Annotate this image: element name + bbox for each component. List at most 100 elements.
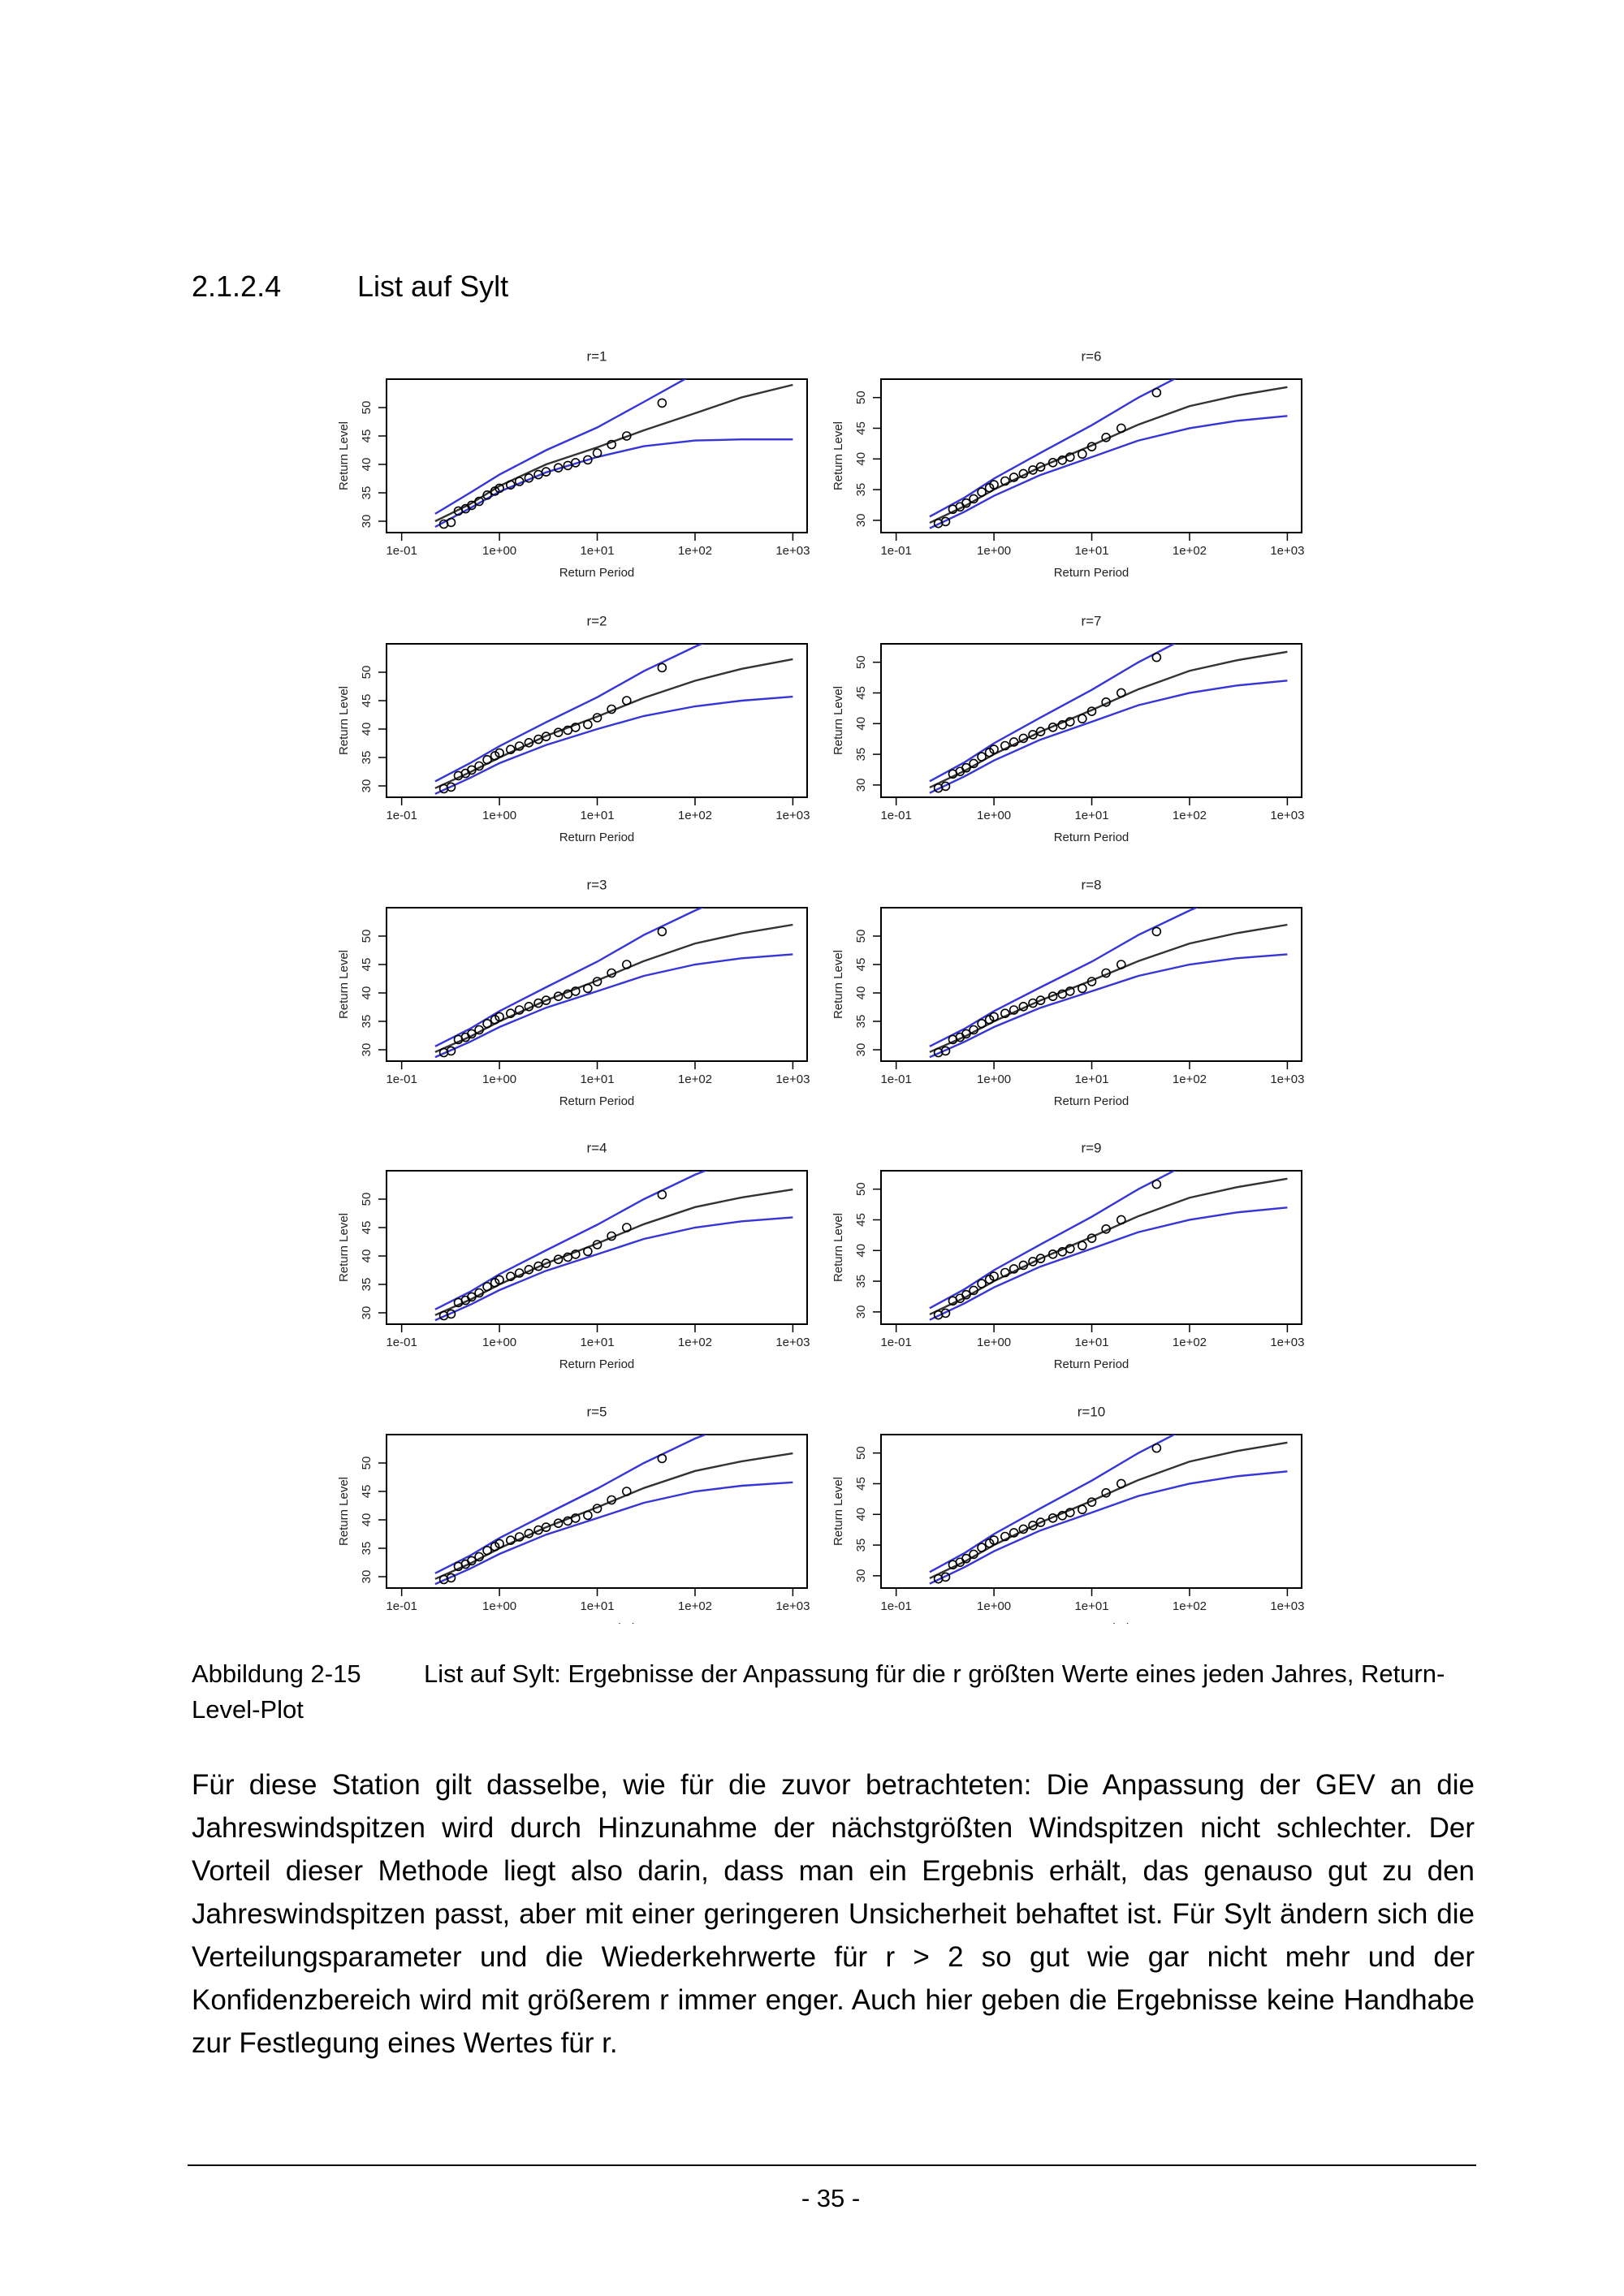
chart: r=4 1e-01 1e+00 1e+01 1e+02 1e+03 30 35 40 45 50 Re…	[337, 1140, 810, 1370]
x-axis-label: Return Period	[559, 1094, 635, 1108]
data-point	[495, 748, 504, 758]
series-line	[929, 953, 1288, 1059]
x-tick-label: 1e+03	[775, 1599, 810, 1613]
data-point	[961, 1289, 971, 1300]
data-point	[592, 977, 603, 986]
y-tick-label: 30	[854, 1569, 868, 1583]
data-point	[1035, 1517, 1046, 1527]
data-point	[1047, 1249, 1058, 1259]
y-tick-label: 30	[854, 1306, 868, 1319]
x-tick-label: 1e+03	[1270, 1072, 1304, 1086]
x-tick-label: 1e+03	[775, 809, 810, 822]
x-tick-label: 1e+00	[977, 809, 1011, 822]
data-point	[1116, 688, 1126, 698]
x-tick-label: 1e+03	[1270, 809, 1304, 822]
data-point	[1101, 697, 1111, 707]
series-line	[434, 1171, 708, 1310]
data-point	[1101, 1488, 1111, 1498]
series-line	[929, 1171, 1177, 1310]
y-axis-label: Return Level	[831, 686, 845, 755]
data-point	[524, 473, 534, 483]
data-point	[1018, 1524, 1029, 1534]
plot-area	[434, 644, 793, 795]
data-point	[1028, 730, 1038, 740]
caption-label: Abbildung 2-15	[192, 1659, 361, 1688]
data-point	[940, 781, 951, 792]
series-line	[929, 644, 1177, 783]
data-point	[541, 467, 551, 477]
data-point	[1078, 983, 1087, 994]
data-point	[607, 439, 616, 450]
y-tick-label: 40	[360, 986, 374, 1000]
y-axis-label: Return Level	[337, 950, 351, 1019]
x-tick-label: 1e+01	[1074, 544, 1108, 558]
data-point	[482, 1282, 492, 1292]
data-point	[524, 1002, 534, 1012]
series-line	[434, 383, 793, 523]
series-line	[434, 1216, 793, 1322]
data-point	[541, 995, 551, 1005]
series-line	[929, 379, 1177, 518]
data-point	[1018, 1002, 1029, 1012]
data-point	[553, 991, 564, 1001]
figure: r=1 1e-01 1e+00 1e+01 1e+02 1e+03 30 35 40 45 50 Re…	[337, 348, 1305, 1624]
data-point	[474, 496, 484, 507]
y-tick-label: 45	[854, 1213, 868, 1227]
chart-title: r=9	[1081, 1140, 1101, 1155]
data-point	[977, 1019, 987, 1029]
y-tick-label: 35	[360, 486, 374, 500]
x-tick-label: 1e+02	[678, 1599, 712, 1613]
y-tick-label: 40	[854, 1244, 868, 1258]
data-point	[1047, 991, 1058, 1001]
data-point	[977, 487, 987, 497]
x-tick-label: 1e-01	[386, 1336, 417, 1349]
y-tick-label: 35	[854, 1539, 868, 1552]
data-point	[474, 1025, 484, 1035]
data-point	[541, 732, 551, 741]
data-point	[621, 431, 632, 441]
data-point	[541, 1522, 551, 1532]
y-tick-label: 30	[360, 779, 374, 793]
x-tick-label: 1e+02	[1173, 809, 1207, 822]
y-tick-label: 35	[360, 1015, 374, 1029]
data-point	[1035, 995, 1046, 1005]
data-point	[1086, 1497, 1097, 1507]
data-point	[506, 1271, 516, 1281]
chart: r=7 1e-01 1e+00 1e+01 1e+02 1e+03 30 35 40 45 50 Re…	[831, 613, 1305, 844]
x-tick-label: 1e+01	[1074, 1072, 1108, 1086]
series-line	[434, 1188, 793, 1316]
y-tick-label: 40	[854, 986, 868, 1000]
data-point	[989, 1012, 999, 1022]
data-point	[482, 754, 492, 765]
y-tick-label: 50	[360, 401, 374, 415]
data-point	[571, 1513, 581, 1523]
x-tick-label: 1e+01	[1074, 1336, 1108, 1349]
y-tick-label: 30	[360, 1043, 374, 1057]
data-point	[621, 1487, 632, 1496]
data-point	[1000, 1531, 1010, 1542]
data-point	[961, 1553, 971, 1564]
y-tick-label: 50	[854, 1446, 868, 1460]
data-point	[1057, 1510, 1068, 1521]
chart-title: r=5	[586, 1404, 607, 1419]
data-point	[1065, 1508, 1075, 1517]
y-axis-label: Return Level	[337, 1213, 351, 1282]
x-tick-label: 1e+00	[977, 1599, 1011, 1613]
data-point	[571, 458, 581, 468]
y-tick-label: 50	[854, 930, 868, 943]
data-point	[1086, 977, 1097, 986]
data-point	[1009, 473, 1019, 482]
data-point	[1078, 1241, 1087, 1251]
x-tick-label: 1e+03	[1270, 544, 1304, 558]
series-line	[434, 1435, 708, 1574]
data-point	[1009, 1264, 1019, 1274]
data-point	[1047, 1513, 1058, 1523]
plot-area	[434, 379, 793, 529]
plot-area	[929, 379, 1288, 529]
y-tick-label: 45	[854, 958, 868, 972]
data-point	[583, 455, 593, 465]
x-tick-label: 1e+01	[1074, 809, 1108, 822]
data-point	[607, 968, 616, 978]
chart: r=2 1e-01 1e+00 1e+01 1e+02 1e+03 30 35 40 45 50 Re…	[337, 613, 810, 844]
y-tick-label: 50	[360, 666, 374, 680]
